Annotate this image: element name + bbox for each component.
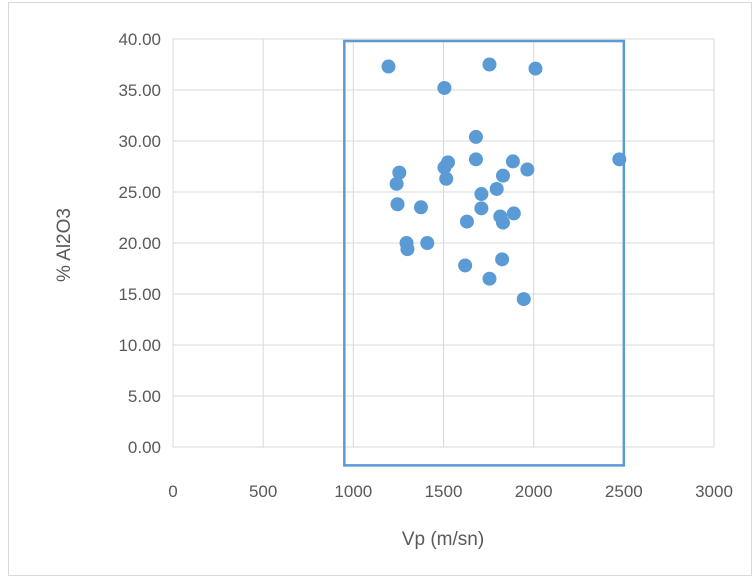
x-tick-label: 0	[168, 482, 177, 501]
y-tick-label: 20.00	[118, 234, 161, 253]
y-tick-label: 30.00	[118, 132, 161, 151]
data-point	[459, 214, 474, 229]
data-point	[496, 215, 511, 230]
gridlines	[172, 38, 715, 448]
data-point	[495, 252, 510, 267]
highlight-box	[343, 39, 626, 467]
data-point	[381, 59, 396, 74]
x-tick-label: 1500	[425, 482, 463, 501]
data-point	[413, 200, 428, 215]
x-tick-label: 2000	[515, 482, 553, 501]
data-point	[458, 258, 473, 273]
data-point	[528, 61, 543, 76]
data-point	[389, 176, 404, 191]
x-tick-label: 500	[249, 482, 277, 501]
y-tick-label: 0.00	[128, 438, 161, 457]
data-point	[400, 242, 415, 257]
data-point	[482, 57, 497, 72]
x-tick-label: 3000	[695, 482, 733, 501]
y-axis-title: % Al2O3	[54, 208, 75, 282]
x-tick-label: 1000	[334, 482, 372, 501]
data-points	[381, 57, 627, 307]
data-point	[468, 129, 483, 144]
y-tick-label: 5.00	[128, 387, 161, 406]
y-tick-label: 10.00	[118, 336, 161, 355]
y-tick-label: 35.00	[118, 81, 161, 100]
y-tick-label: 40.00	[118, 30, 161, 49]
data-point	[482, 271, 497, 286]
data-point	[505, 154, 520, 169]
y-tick-labels: 0.00 5.00 10.00 15.00 20.00 25.00 30.00 35.00 40…	[118, 30, 161, 457]
data-point	[474, 187, 489, 202]
data-point	[439, 171, 454, 186]
data-point	[420, 236, 435, 250]
chart-frame	[8, 2, 752, 576]
data-point	[496, 168, 511, 183]
data-point	[520, 162, 535, 177]
data-point	[474, 201, 489, 216]
x-tick-labels: 0 500 1000 1500 2000 2500 3000	[168, 482, 733, 501]
data-point	[392, 165, 407, 180]
data-point	[506, 206, 521, 221]
y-tick-label: 15.00	[118, 285, 161, 304]
data-point	[390, 197, 405, 212]
data-point	[437, 160, 452, 175]
data-point	[437, 80, 452, 95]
y-tick-label: 25.00	[118, 183, 161, 202]
data-point	[516, 292, 531, 307]
x-axis-title: Vp (m/sn)	[402, 529, 484, 550]
data-point	[612, 152, 627, 167]
x-tick-label: 2500	[605, 482, 643, 501]
highlight-box-layer	[343, 39, 626, 467]
data-point	[489, 181, 504, 196]
data-point	[468, 152, 483, 167]
